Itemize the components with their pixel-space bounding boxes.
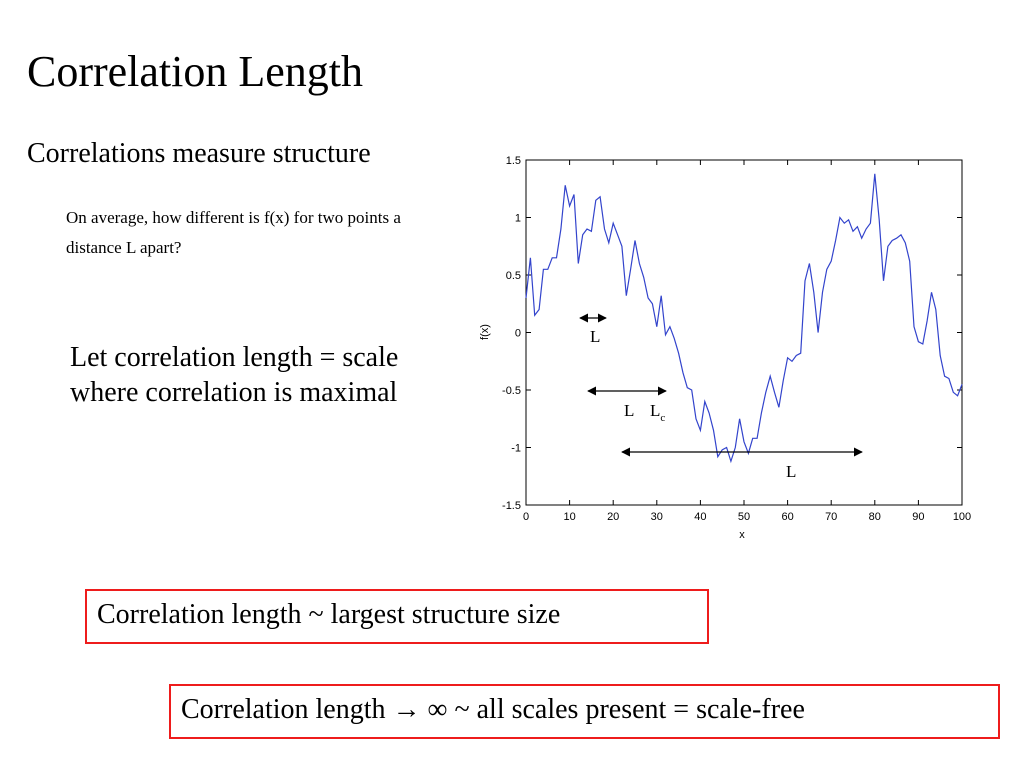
y-axis-ticks: -1.5 -1 -0.5 0 0.5 1 1.5: [502, 155, 962, 512]
fx-line-chart: 0 10 20 30 40 50 60 70 80 90 100 -1.5 -1 -0.5 0 0.5 1 1.…: [479, 155, 971, 541]
y-tick-label: 0.5: [506, 270, 521, 282]
lc-main: L: [650, 401, 660, 420]
series-line-fx: [525, 173, 963, 464]
y-tick-label: -1: [511, 443, 521, 455]
short-distance-label: L: [590, 327, 600, 346]
x-tick-label: 40: [694, 511, 706, 523]
mid-distance-label-l: L: [624, 401, 634, 420]
y-tick-label: -1.5: [502, 500, 521, 512]
x-tick-label: 90: [912, 511, 924, 523]
slide-title: Correlation Length: [27, 47, 364, 96]
x-tick-label: 50: [738, 511, 750, 523]
x-tick-label: 20: [607, 511, 619, 523]
x-tick-label: 60: [781, 511, 793, 523]
x-tick-label: 100: [953, 511, 971, 523]
mid-distance-label-lc: Lc: [650, 401, 665, 424]
x-tick-label: 0: [523, 511, 529, 523]
long-distance-label: L: [786, 462, 796, 481]
x-axis-label: x: [739, 529, 745, 541]
slide-subtitle: Correlations measure structure: [27, 138, 371, 169]
lc-subscript: c: [660, 412, 665, 424]
y-tick-label: -0.5: [502, 385, 521, 397]
x-tick-label: 70: [825, 511, 837, 523]
highlight-box-largest-structure: Correlation length ~ largest structure s…: [85, 589, 709, 644]
y-axis-label: f(x): [479, 324, 491, 340]
question-text: On average, how different is f(x) for tw…: [66, 208, 401, 257]
y-tick-label: 1.5: [506, 155, 521, 167]
y-tick-label: 0: [515, 328, 521, 340]
y-tick-label: 1: [515, 213, 521, 225]
x-axis-ticks: 0 10 20 30 40 50 60 70 80 90 100: [523, 160, 971, 523]
x-tick-label: 10: [563, 511, 575, 523]
highlight-box-scale-free: Correlation length → ∞ ~ all scales pres…: [169, 684, 1000, 739]
x-tick-label: 80: [869, 511, 881, 523]
x-tick-label: 30: [651, 511, 663, 523]
definition-text: Let correlation length = scale where cor…: [70, 342, 399, 408]
